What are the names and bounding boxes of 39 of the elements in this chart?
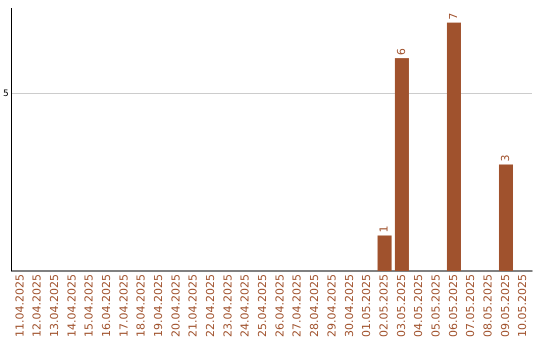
x-tick-label: 18.04.2025 bbox=[134, 274, 148, 338]
x-tick-label: 05.05.2025 bbox=[429, 274, 442, 338]
x-tick-label: 02.05.2025 bbox=[377, 274, 390, 338]
x-tick-label: 22.04.2025 bbox=[204, 274, 218, 338]
y-tick-label: 5 bbox=[2, 88, 9, 99]
x-tick-label: 28.04.2025 bbox=[308, 274, 322, 338]
data-label: 1 bbox=[377, 226, 390, 233]
data-label: 7 bbox=[446, 12, 460, 20]
x-tick-label: 14.04.2025 bbox=[65, 274, 78, 338]
x-tick-label: 09.05.2025 bbox=[498, 274, 512, 338]
x-tick-label: 07.05.2025 bbox=[464, 274, 478, 338]
x-tick-label: 24.04.2025 bbox=[238, 274, 252, 338]
x-tick-label: 29.04.2025 bbox=[325, 274, 338, 338]
x-tick-label: 01.05.2025 bbox=[360, 274, 374, 338]
x-tick-label: 15.04.2025 bbox=[82, 274, 96, 338]
x-tick-label: 23.04.2025 bbox=[221, 274, 234, 338]
x-tick-label: 10.05.2025 bbox=[516, 274, 530, 338]
x-tick-label: 04.05.2025 bbox=[412, 274, 426, 338]
x-tick-label: 27.04.2025 bbox=[290, 274, 304, 338]
x-tick-label: 16.04.2025 bbox=[100, 274, 113, 338]
x-tick-label: 25.04.2025 bbox=[256, 274, 270, 338]
x-tick-label: 19.04.2025 bbox=[152, 274, 165, 338]
x-tick-label: 21.04.2025 bbox=[186, 274, 200, 338]
x-tick-label: 26.04.2025 bbox=[273, 274, 286, 338]
x-tick-label: 17.04.2025 bbox=[117, 274, 130, 338]
bar bbox=[378, 236, 392, 272]
x-tick-label: 30.04.2025 bbox=[342, 274, 356, 338]
x-tick-label: 03.05.2025 bbox=[394, 274, 408, 338]
bar bbox=[446, 22, 461, 272]
x-tick-label: 11.04.2025 bbox=[13, 274, 26, 338]
data-label: 6 bbox=[394, 48, 408, 56]
x-tick-label: 08.05.2025 bbox=[482, 274, 495, 338]
x-tick-label: 06.05.2025 bbox=[446, 274, 460, 338]
x-tick-label: 13.04.2025 bbox=[48, 274, 61, 338]
bar bbox=[498, 164, 514, 272]
bar bbox=[394, 58, 409, 272]
data-label: 3 bbox=[498, 154, 512, 162]
x-tick-label: 20.04.2025 bbox=[169, 274, 182, 338]
x-tick-label: 12.04.2025 bbox=[30, 274, 44, 338]
